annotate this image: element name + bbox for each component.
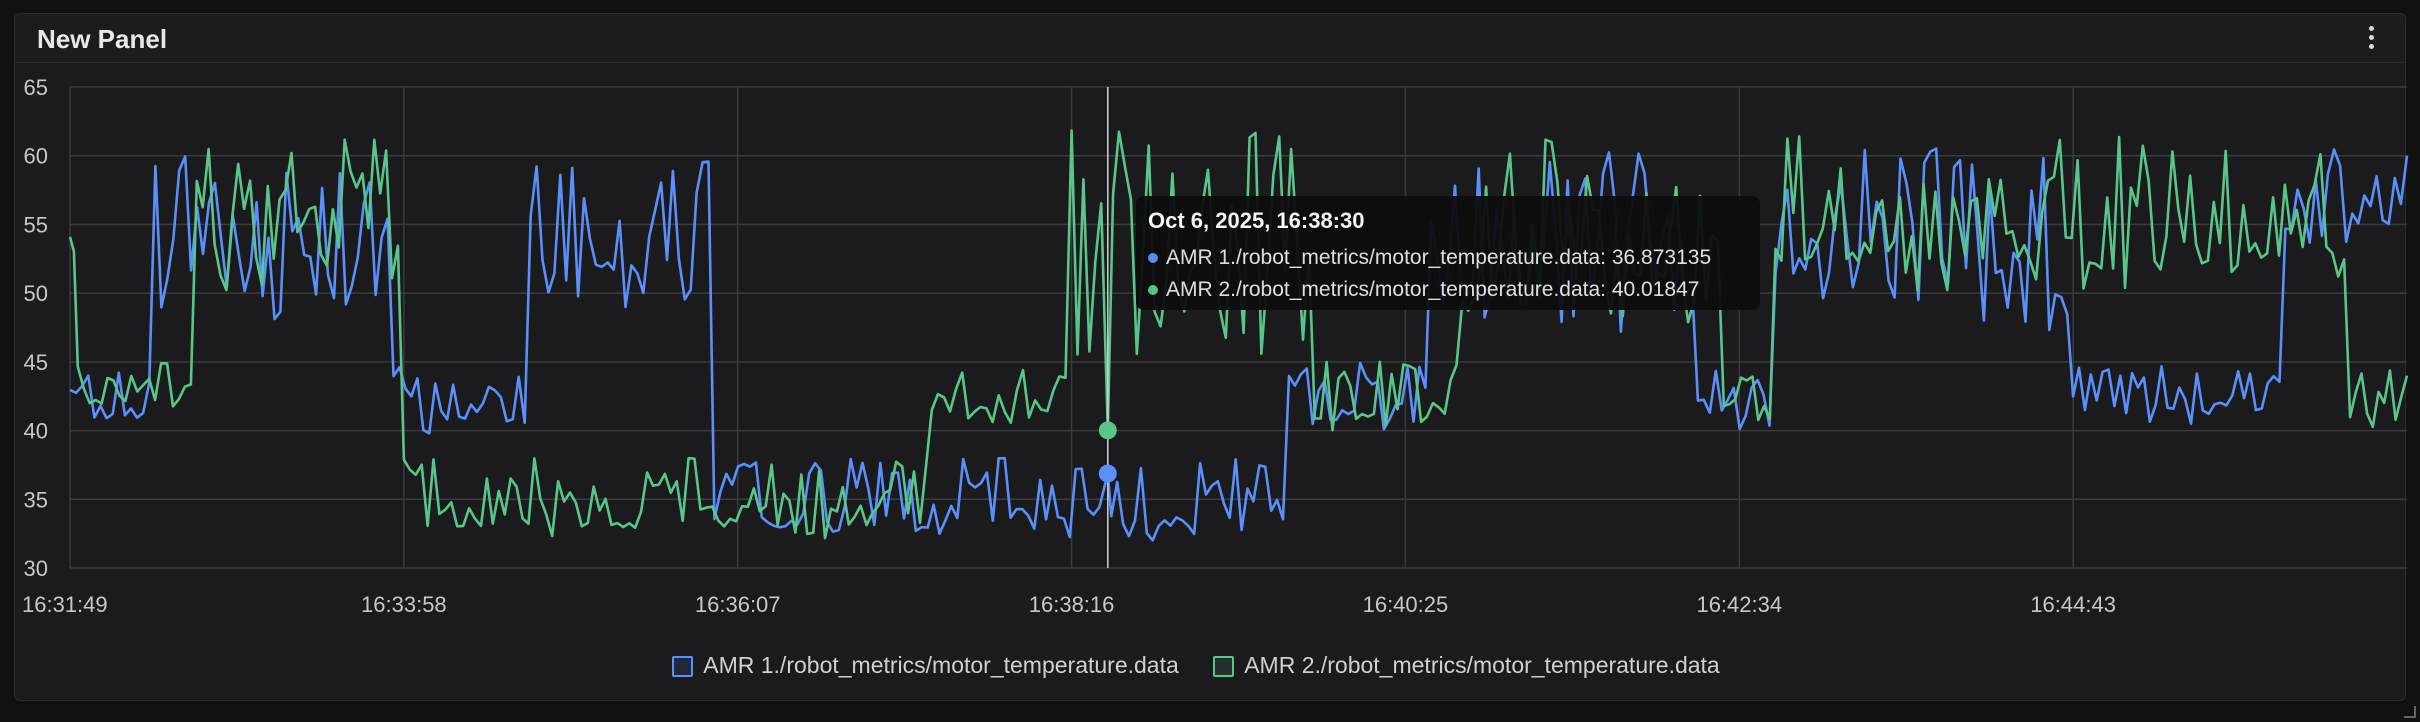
tooltip-amr2-value: 40.01847 (1611, 278, 1700, 301)
x-tick-label: 16:33:58 (361, 592, 447, 617)
y-tick-label: 55 (24, 212, 48, 237)
series-line-amr2 (68, 129, 2409, 540)
tooltip-amr1-label: AMR 1./robot_metrics/motor_temperature.d… (1166, 246, 1607, 269)
x-tick-label: 16:31:49 (22, 592, 108, 617)
legend-label-amr1: AMR 1./robot_metrics/motor_temperature.d… (703, 652, 1179, 678)
chart-legend: AMR 1./robot_metrics/motor_temperature.d… (0, 652, 2392, 679)
y-tick-label: 60 (24, 144, 48, 169)
panel: New Panel (14, 13, 2406, 701)
legend-item-amr1[interactable]: AMR 1./robot_metrics/motor_temperature.d… (672, 652, 1179, 679)
series-line-amr1 (69, 147, 2409, 542)
panel-header: New Panel (15, 14, 2405, 63)
tooltip-row-amr2: AMR 2./robot_metrics/motor_temperature.d… (1148, 274, 1748, 306)
resize-handle-icon[interactable] (2404, 706, 2416, 718)
y-tick-label: 45 (24, 350, 48, 375)
tooltip-row-amr1: AMR 1./robot_metrics/motor_temperature.d… (1148, 242, 1748, 274)
y-tick-label: 40 (24, 419, 48, 444)
y-tick-label: 35 (24, 487, 48, 512)
tooltip-time: Oct 6, 2025, 16:38:30 (1148, 208, 1365, 233)
hover-point-amr1 (1098, 464, 1117, 483)
x-tick-label: 16:36:07 (695, 592, 781, 617)
legend-swatch-amr1 (672, 656, 694, 677)
amr2-dot-icon (1148, 285, 1158, 296)
tooltip-amr1-value: 36.873135 (1611, 246, 1712, 269)
legend-label-amr2: AMR 2./robot_metrics/motor_temperature.d… (1244, 652, 1720, 678)
vertical-ellipsis-icon[interactable] (2359, 22, 2383, 54)
amr1-dot-icon (1148, 253, 1158, 264)
tooltip-amr2-label: AMR 2./robot_metrics/motor_temperature.d… (1166, 278, 1607, 301)
x-tick-label: 16:42:34 (1696, 592, 1782, 617)
panel-title: New Panel (37, 24, 168, 54)
chart-tooltip: Oct 6, 2025, 16:38:30 AMR 1./robot_metri… (1136, 196, 1760, 310)
y-tick-label: 65 (24, 75, 48, 100)
y-tick-label: 50 (24, 281, 48, 306)
x-tick-label: 16:38:16 (1029, 592, 1115, 617)
x-tick-label: 16:44:43 (2030, 592, 2116, 617)
legend-swatch-amr2 (1213, 656, 1235, 677)
hover-point-amr2 (1098, 421, 1117, 440)
legend-item-amr2[interactable]: AMR 2./robot_metrics/motor_temperature.d… (1213, 652, 1720, 679)
x-tick-label: 16:40:25 (1363, 592, 1449, 617)
y-tick-label: 30 (24, 556, 48, 581)
